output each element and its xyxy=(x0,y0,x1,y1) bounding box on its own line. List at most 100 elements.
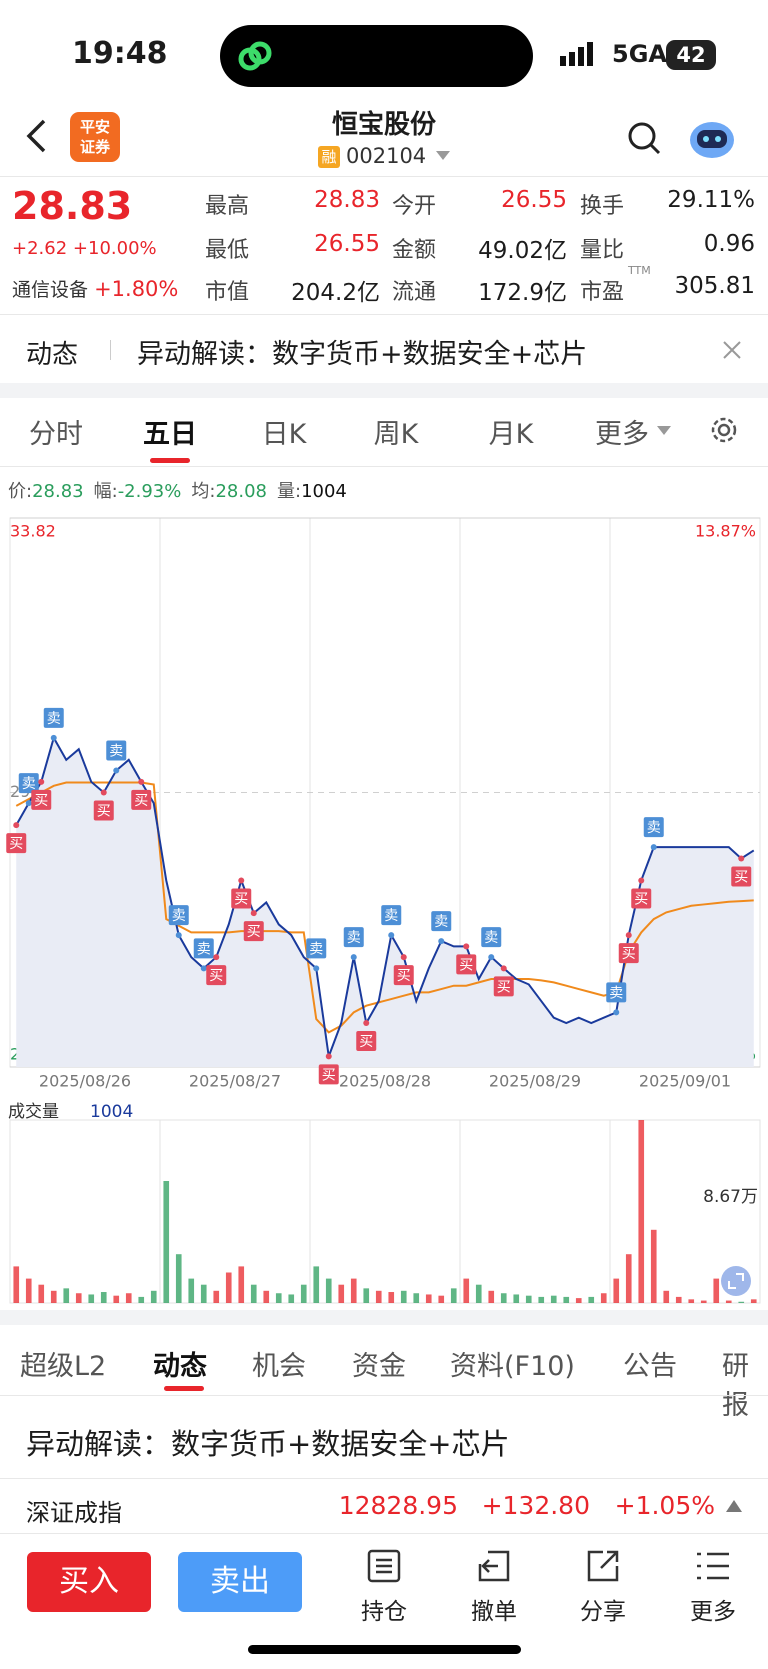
signal-dot xyxy=(100,789,107,796)
volume-bar xyxy=(688,1299,695,1303)
signal-dot xyxy=(250,910,257,917)
cancel-icon[interactable] xyxy=(476,1548,512,1584)
signal-box xyxy=(193,938,214,959)
signal-dot xyxy=(325,1053,332,1060)
sell-button[interactable]: 卖出 xyxy=(178,1552,302,1612)
section-tab[interactable]: 公告 xyxy=(623,1351,677,1382)
volume-bar xyxy=(400,1290,407,1303)
volume-bar xyxy=(525,1295,532,1303)
news-headline[interactable]: 异动解读：数字货币+数据安全+芯片 xyxy=(137,339,588,370)
change: +2.62 xyxy=(12,238,68,259)
signal-label: 卖 xyxy=(609,985,623,1001)
search-button[interactable] xyxy=(626,120,662,156)
signal-box xyxy=(306,938,327,959)
volume-bar xyxy=(450,1288,457,1303)
signal-label: 卖 xyxy=(384,908,398,924)
signal-box xyxy=(6,833,27,854)
volume-bar xyxy=(288,1294,295,1303)
volume-bar xyxy=(663,1290,670,1303)
expand-glyph xyxy=(728,1273,744,1289)
section-tab[interactable]: 研报 xyxy=(722,1351,749,1421)
stat-label: 换手 xyxy=(580,194,625,219)
signal-box xyxy=(343,927,364,948)
section-tab[interactable]: 机会 xyxy=(252,1351,306,1382)
code-dropdown[interactable] xyxy=(436,151,450,161)
chart-tab[interactable]: 月K xyxy=(488,419,534,450)
section-tab[interactable]: 超级L2 xyxy=(20,1351,107,1382)
settings-button[interactable] xyxy=(708,414,740,446)
signal-label: 买 xyxy=(34,793,48,809)
volume-tick-label: 8.67万 xyxy=(703,1187,758,1207)
signal-dot xyxy=(500,965,507,972)
signal-box xyxy=(381,905,402,926)
signal-label: 买 xyxy=(622,946,636,962)
action-label[interactable]: 分享 xyxy=(580,1599,626,1625)
chart-tab-active[interactable]: 五日 xyxy=(143,419,197,450)
sector: 通信设备 +1.80% xyxy=(12,275,178,302)
volume-bar xyxy=(588,1296,595,1303)
action-label[interactable]: 更多 xyxy=(690,1599,736,1625)
signal-label: 买 xyxy=(234,891,248,907)
more-icon[interactable] xyxy=(695,1548,731,1584)
chart-tab[interactable]: 分时 xyxy=(29,419,83,450)
section-tab-active[interactable]: 动态 xyxy=(153,1351,207,1382)
signal-label: 买 xyxy=(97,804,111,820)
signal-dot xyxy=(363,1020,370,1027)
chart-tab[interactable]: 更多 xyxy=(595,419,649,450)
volume-bar xyxy=(538,1296,545,1303)
stock-code: 002104 xyxy=(346,144,427,168)
volume-bar xyxy=(463,1278,470,1303)
signal-box xyxy=(106,740,127,761)
broker-logo[interactable]: 平安 证券 xyxy=(70,112,120,162)
close-button[interactable] xyxy=(722,340,742,360)
volume-bar xyxy=(225,1272,232,1303)
signal-dot xyxy=(213,954,220,961)
volume-bar xyxy=(388,1292,395,1303)
expand-button[interactable] xyxy=(721,1266,751,1296)
signal-dot xyxy=(625,932,632,939)
action-label[interactable]: 持仓 xyxy=(361,1599,407,1625)
signal-label: 买 xyxy=(497,979,511,995)
margin-badge: 融 xyxy=(318,146,340,168)
assistant-robot[interactable] xyxy=(688,116,736,160)
x-tick-label: 2025/08/29 xyxy=(489,1072,581,1091)
volume-bar xyxy=(13,1266,20,1303)
chart-tab[interactable]: 周K xyxy=(373,419,419,450)
change-pct: +10.00% xyxy=(72,238,157,259)
share-icon[interactable] xyxy=(585,1548,621,1584)
ttm-label: TTM xyxy=(628,264,651,277)
battery: 42 xyxy=(666,40,716,70)
volume-bar xyxy=(175,1254,182,1303)
volume-bar xyxy=(375,1290,382,1303)
info-value: 28.83 xyxy=(32,481,84,502)
stat-value: 28.83 xyxy=(314,187,380,213)
volume-frame xyxy=(9,1119,761,1304)
back-button[interactable] xyxy=(24,118,50,154)
section-tab[interactable]: 资料(F10) xyxy=(450,1351,575,1382)
volume-bar xyxy=(425,1294,432,1303)
info-line: 价:28.83 幅:-2.93% 均:28.08 量:1004 xyxy=(8,481,347,502)
buy-button[interactable]: 买入 xyxy=(27,1552,151,1612)
volume-bar xyxy=(213,1290,220,1303)
island-icon xyxy=(238,41,272,71)
index-change: +132.80 xyxy=(481,1491,590,1520)
signal-box xyxy=(731,866,752,887)
volume-bar xyxy=(88,1294,95,1303)
chart-tab[interactable]: 日K xyxy=(261,419,307,450)
expand-arrow[interactable] xyxy=(726,1500,742,1512)
volume-bar xyxy=(600,1293,607,1303)
volume-bar xyxy=(313,1266,320,1303)
sector-name: 通信设备 xyxy=(12,279,89,301)
positions-icon[interactable] xyxy=(366,1548,402,1584)
signal-label: 买 xyxy=(209,968,223,984)
signal-label: 买 xyxy=(9,836,23,852)
more-dropdown[interactable] xyxy=(657,426,671,436)
news-headline[interactable]: 异动解读：数字货币+数据安全+芯片 xyxy=(26,1427,510,1461)
action-label[interactable]: 撤单 xyxy=(471,1599,517,1625)
volume-bar xyxy=(25,1278,32,1303)
section-tab[interactable]: 资金 xyxy=(352,1351,406,1382)
signal-label: 买 xyxy=(459,957,473,973)
signal-dot xyxy=(650,844,657,851)
signal-label: 卖 xyxy=(22,776,36,792)
